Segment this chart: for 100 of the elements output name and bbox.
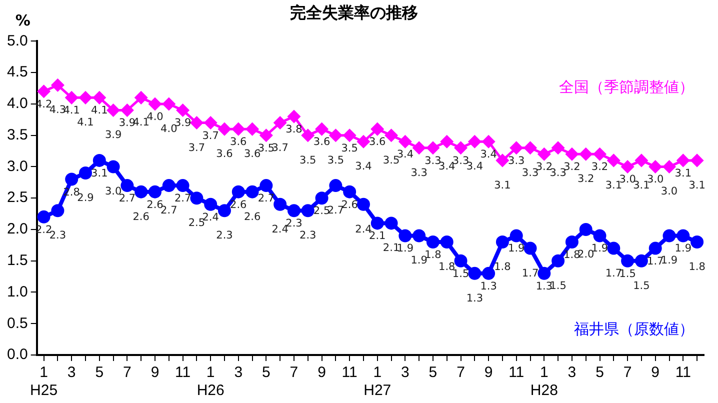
data-label: 3.1 xyxy=(91,167,108,180)
data-label: 3.2 xyxy=(578,173,594,186)
data-label: 2.7 xyxy=(258,192,275,205)
data-label: 4.1 xyxy=(91,104,108,117)
y-tick-label: 4.0 xyxy=(6,95,28,112)
data-label: 4.0 xyxy=(160,122,178,135)
data-label: 3.5 xyxy=(327,154,344,166)
data-label: 1.3 xyxy=(466,292,484,304)
data-label: 2.3 xyxy=(300,230,316,242)
data-label: 3.1 xyxy=(633,179,650,192)
point xyxy=(356,198,370,211)
point xyxy=(232,122,245,136)
point xyxy=(607,154,620,167)
x-tick-label: 1 H26 xyxy=(196,364,224,400)
x-tick-label: 9 xyxy=(484,364,493,382)
point xyxy=(398,229,412,242)
point xyxy=(260,129,272,142)
point xyxy=(107,104,120,116)
point xyxy=(343,129,356,142)
data-label: 2.6 xyxy=(132,210,150,223)
point xyxy=(371,122,384,136)
data-label: 3.6 xyxy=(230,136,248,148)
point xyxy=(454,254,468,268)
point xyxy=(649,160,662,173)
data-label: 2.9 xyxy=(77,192,94,204)
y-tick-label: 0.0 xyxy=(6,346,28,364)
data-label: 4.0 xyxy=(146,110,164,123)
point xyxy=(676,229,690,242)
point xyxy=(162,179,176,192)
point xyxy=(65,172,78,186)
point xyxy=(690,236,704,249)
point xyxy=(301,204,314,218)
point xyxy=(510,229,523,242)
data-label: 2.6 xyxy=(230,198,248,211)
data-label: 3.5 xyxy=(300,154,316,166)
point xyxy=(552,254,565,268)
point xyxy=(384,216,398,230)
point xyxy=(329,179,342,192)
data-label: 3.4 xyxy=(466,160,484,173)
data-label: 2.3 xyxy=(216,230,233,242)
data-label: 3.3 xyxy=(550,166,566,179)
data-label: 3.3 xyxy=(522,166,539,179)
point xyxy=(232,185,245,198)
x-tick-label: 7 xyxy=(623,364,632,382)
point xyxy=(440,135,454,148)
data-label: 3.0 xyxy=(660,186,678,198)
point xyxy=(51,78,64,92)
data-label: 3.1 xyxy=(688,179,706,192)
point xyxy=(79,166,92,180)
y-tick-label: 1.5 xyxy=(6,252,28,269)
x-tick-label: 9 xyxy=(150,364,160,382)
y-axis-title: % xyxy=(15,12,30,30)
x-tick-label: 3 xyxy=(67,364,76,382)
data-label: 3.1 xyxy=(674,167,692,180)
point xyxy=(287,204,300,218)
point xyxy=(288,110,300,123)
x-tick-label: 11 xyxy=(508,364,524,382)
data-label: 3.6 xyxy=(313,136,330,148)
point xyxy=(579,222,592,236)
data-label: 2.4 xyxy=(272,223,289,236)
point xyxy=(496,154,509,167)
point xyxy=(566,148,578,160)
point xyxy=(538,148,550,160)
data-label: 1.8 xyxy=(438,261,456,274)
point xyxy=(204,116,217,130)
y-tick-label: 1.0 xyxy=(6,283,28,300)
point xyxy=(607,242,620,255)
x-tick-label: 11 xyxy=(175,364,191,382)
point xyxy=(51,204,64,218)
point xyxy=(246,185,259,198)
point xyxy=(663,160,676,173)
point xyxy=(524,142,537,154)
data-label: 2.6 xyxy=(244,210,261,223)
data-label: 1.5 xyxy=(633,280,650,292)
point xyxy=(482,135,495,148)
point xyxy=(190,192,204,205)
point xyxy=(370,216,384,230)
x-tick-label: 3 xyxy=(401,364,410,382)
point xyxy=(412,142,426,154)
data-label: 2.5 xyxy=(188,217,206,230)
point xyxy=(148,185,162,198)
data-label: 3.7 xyxy=(202,130,219,142)
data-label: 1.9 xyxy=(396,242,414,255)
point xyxy=(218,122,231,136)
x-tick-label: 9 xyxy=(318,364,326,382)
x-tick-label: 7 xyxy=(123,364,132,382)
x-tick-label: 7 xyxy=(290,364,298,382)
data-label: 3.6 xyxy=(216,148,234,160)
point xyxy=(454,142,468,154)
x-tick-label: 3 xyxy=(234,364,243,382)
point xyxy=(260,179,273,192)
data-label: 3.3 xyxy=(424,154,442,167)
point xyxy=(468,135,481,148)
x-tick-label: 7 xyxy=(456,364,465,382)
point xyxy=(621,254,634,268)
point xyxy=(148,98,162,110)
data-label: 2.4 xyxy=(355,223,372,236)
point xyxy=(440,236,454,249)
point xyxy=(315,192,328,205)
point xyxy=(676,154,690,167)
